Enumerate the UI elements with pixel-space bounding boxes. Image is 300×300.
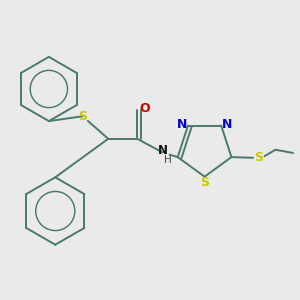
Text: H: H bbox=[164, 154, 172, 165]
Text: S: S bbox=[200, 176, 209, 189]
Text: S: S bbox=[78, 110, 87, 123]
Text: O: O bbox=[140, 102, 151, 115]
Text: N: N bbox=[222, 118, 232, 131]
Text: N: N bbox=[177, 118, 188, 131]
Text: N: N bbox=[158, 145, 168, 158]
Text: S: S bbox=[254, 151, 263, 164]
